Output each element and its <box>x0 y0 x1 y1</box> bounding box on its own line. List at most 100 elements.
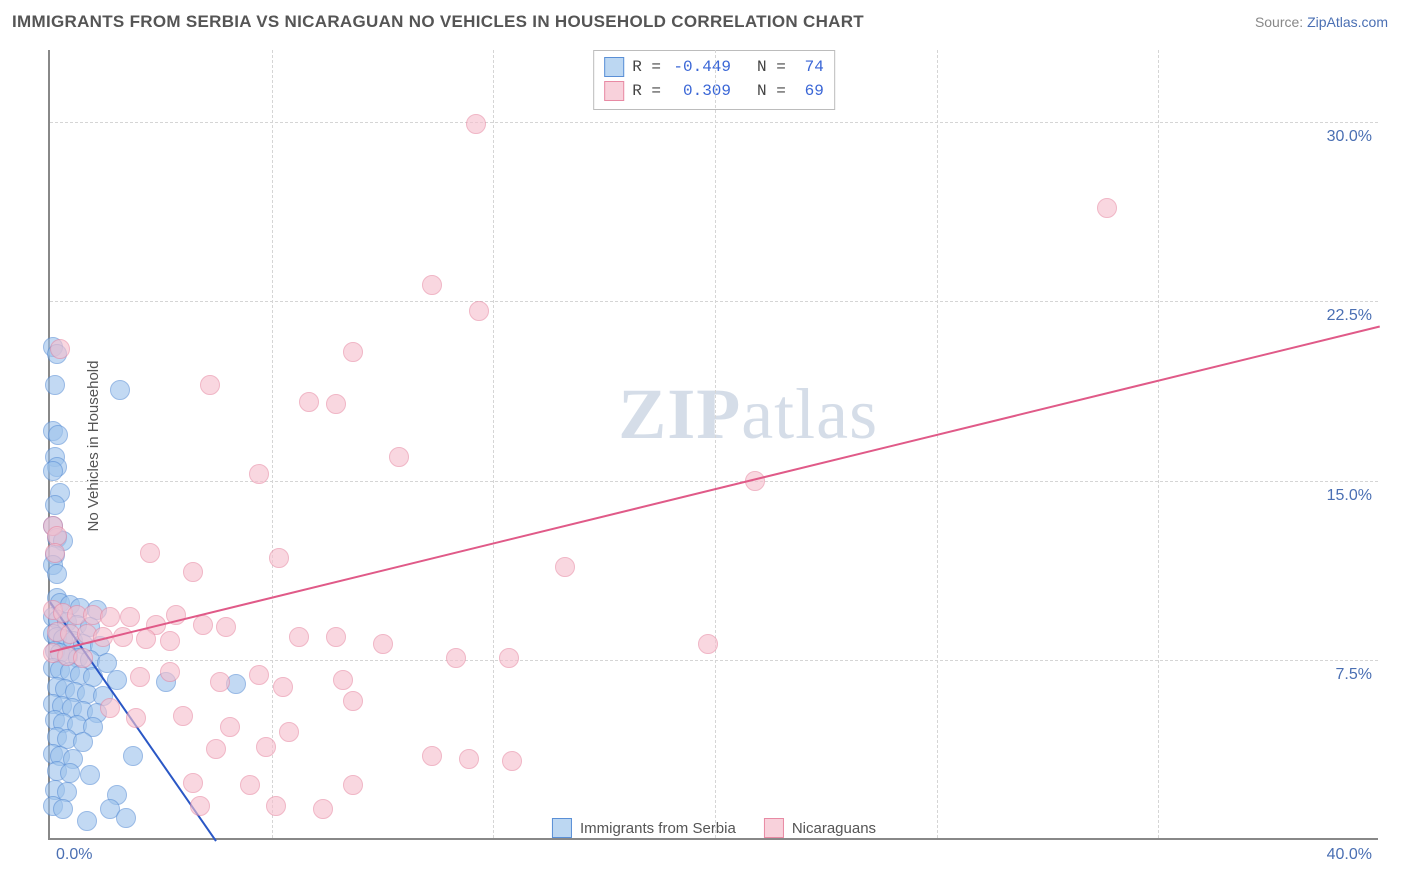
y-tick-label: 7.5% <box>1336 666 1372 684</box>
data-point <box>220 717 240 737</box>
gridline-horizontal <box>50 660 1378 661</box>
data-point <box>422 746 442 766</box>
y-tick-label: 15.0% <box>1327 487 1372 505</box>
data-point <box>126 708 146 728</box>
data-point <box>446 648 466 668</box>
data-point <box>100 698 120 718</box>
data-point <box>73 648 93 668</box>
scatter-plot-area: ZIPatlas R = -0.449 N = 74 R = 0.309 N =… <box>48 50 1378 840</box>
data-point <box>160 662 180 682</box>
data-point <box>249 464 269 484</box>
data-point <box>555 557 575 577</box>
data-point <box>50 339 70 359</box>
data-point <box>173 706 193 726</box>
gridline-vertical <box>937 50 938 838</box>
data-point <box>343 342 363 362</box>
data-point <box>240 775 260 795</box>
data-point <box>206 739 226 759</box>
data-point <box>190 796 210 816</box>
y-tick-label: 22.5% <box>1327 307 1372 325</box>
data-point <box>469 301 489 321</box>
data-point <box>326 394 346 414</box>
data-point <box>343 691 363 711</box>
data-point <box>313 799 333 819</box>
swatch-nicaraguan <box>604 81 624 101</box>
y-tick-label: 30.0% <box>1327 128 1372 146</box>
stat-label-r: R = <box>632 55 661 79</box>
stat-label-r: R = <box>632 79 661 103</box>
series-legend: Immigrants from Serbia Nicaraguans <box>552 818 876 838</box>
data-point <box>160 631 180 651</box>
data-point <box>256 737 276 757</box>
data-point <box>1097 198 1117 218</box>
stat-value-n-serbia: 74 <box>794 55 824 79</box>
gridline-vertical <box>715 50 716 838</box>
data-point <box>120 607 140 627</box>
data-point <box>326 627 346 647</box>
data-point <box>266 796 286 816</box>
data-point <box>100 607 120 627</box>
data-point <box>45 495 65 515</box>
data-point <box>45 375 65 395</box>
legend-swatch-serbia <box>552 818 572 838</box>
data-point <box>123 746 143 766</box>
stat-label-n: N = <box>757 79 786 103</box>
data-point <box>110 380 130 400</box>
stat-value-n-nicaraguan: 69 <box>794 79 824 103</box>
gridline-horizontal <box>50 301 1378 302</box>
data-point <box>422 275 442 295</box>
data-point <box>130 667 150 687</box>
data-point <box>80 765 100 785</box>
legend-swatch-nicaraguan <box>764 818 784 838</box>
watermark-zip: ZIP <box>618 374 741 454</box>
swatch-serbia <box>604 57 624 77</box>
data-point <box>210 672 230 692</box>
data-point <box>333 670 353 690</box>
x-tick-label: 40.0% <box>1327 846 1372 864</box>
data-point <box>279 722 299 742</box>
data-point <box>53 799 73 819</box>
data-point <box>200 375 220 395</box>
data-point <box>698 634 718 654</box>
data-point <box>183 562 203 582</box>
data-point <box>193 615 213 635</box>
legend-item-nicaraguan: Nicaraguans <box>764 818 876 838</box>
data-point <box>116 808 136 828</box>
source-link[interactable]: ZipAtlas.com <box>1307 14 1388 30</box>
stat-value-r-serbia: -0.449 <box>669 55 731 79</box>
legend-label-nicaraguan: Nicaraguans <box>792 820 876 837</box>
gridline-horizontal <box>50 122 1378 123</box>
watermark: ZIPatlas <box>618 373 878 456</box>
gridline-horizontal <box>50 481 1378 482</box>
data-point <box>47 564 67 584</box>
chart-title: IMMIGRANTS FROM SERBIA VS NICARAGUAN NO … <box>12 12 864 32</box>
data-point <box>289 627 309 647</box>
gridline-vertical <box>272 50 273 838</box>
data-point <box>459 749 479 769</box>
legend-label-serbia: Immigrants from Serbia <box>580 820 736 837</box>
data-point <box>136 629 156 649</box>
gridline-vertical <box>1158 50 1159 838</box>
source-attribution: Source: ZipAtlas.com <box>1255 14 1388 30</box>
data-point <box>466 114 486 134</box>
data-point <box>43 461 63 481</box>
correlation-stats-box: R = -0.449 N = 74 R = 0.309 N = 69 <box>593 50 835 110</box>
data-point <box>249 665 269 685</box>
data-point <box>373 634 393 654</box>
data-point <box>299 392 319 412</box>
stats-row-serbia: R = -0.449 N = 74 <box>604 55 824 79</box>
data-point <box>48 425 68 445</box>
legend-item-serbia: Immigrants from Serbia <box>552 818 736 838</box>
data-point <box>389 447 409 467</box>
data-point <box>45 543 65 563</box>
x-tick-label: 0.0% <box>56 846 92 864</box>
watermark-atlas: atlas <box>741 374 878 454</box>
data-point <box>499 648 519 668</box>
data-point <box>77 811 97 831</box>
data-point <box>273 677 293 697</box>
stat-label-n: N = <box>757 55 786 79</box>
gridline-vertical <box>493 50 494 838</box>
data-point <box>502 751 522 771</box>
data-point <box>183 773 203 793</box>
source-prefix: Source: <box>1255 14 1307 30</box>
